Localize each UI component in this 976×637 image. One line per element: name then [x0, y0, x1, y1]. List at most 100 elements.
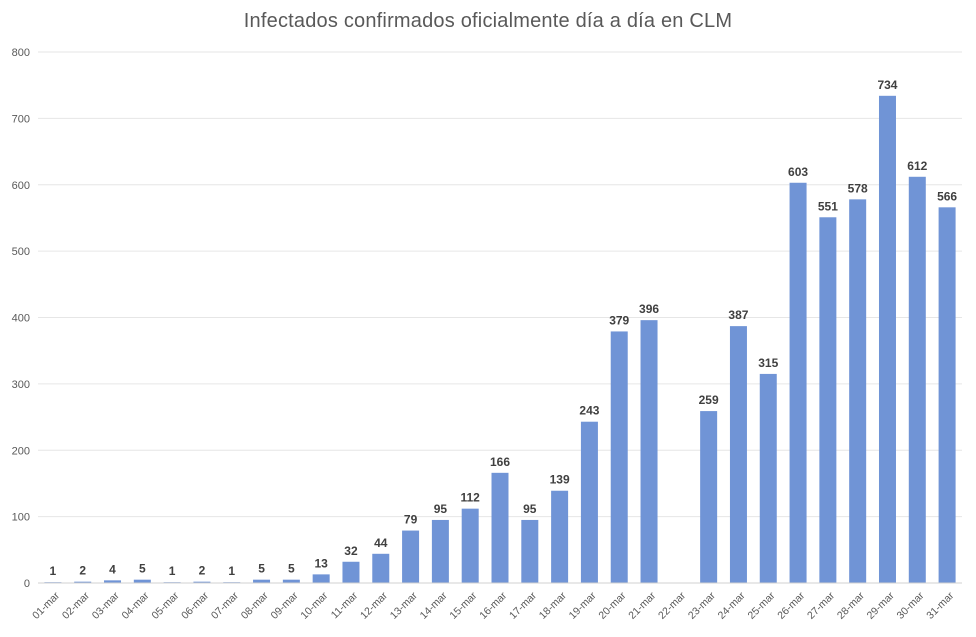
- x-tick-label: 08-mar: [239, 589, 271, 621]
- bar: [431, 519, 449, 583]
- bar: [342, 561, 360, 583]
- bar: [521, 519, 539, 583]
- bar: [402, 530, 420, 583]
- bar: [908, 176, 926, 583]
- y-tick-label: 100: [12, 512, 30, 524]
- bar: [938, 207, 956, 583]
- x-tick-label: 17-mar: [507, 589, 539, 621]
- data-label: 566: [937, 189, 957, 203]
- x-tick-label: 18-mar: [537, 589, 569, 621]
- y-tick-label: 500: [12, 246, 30, 258]
- data-label: 4: [109, 562, 116, 576]
- y-tick-label: 400: [12, 313, 30, 325]
- y-tick-label: 300: [12, 379, 30, 391]
- data-label: 259: [699, 393, 719, 407]
- x-tick-label: 28-mar: [835, 589, 867, 621]
- x-tick-label: 19-mar: [567, 589, 599, 621]
- bar: [461, 508, 479, 583]
- x-tick-label: 01-mar: [30, 589, 62, 621]
- x-tick-label: 20-mar: [596, 589, 628, 621]
- data-label: 139: [550, 473, 570, 487]
- x-tick-label: 30-mar: [894, 589, 926, 621]
- data-label: 1: [228, 564, 235, 578]
- data-label: 578: [848, 181, 868, 195]
- data-label: 315: [758, 356, 778, 370]
- data-label: 1: [169, 564, 176, 578]
- data-label: 166: [490, 455, 510, 469]
- x-tick-label: 27-mar: [805, 589, 837, 621]
- y-tick-label: 0: [24, 578, 30, 590]
- chart-title: Infectados confirmados oficialmente día …: [243, 10, 733, 32]
- data-label: 95: [523, 502, 537, 516]
- data-label: 243: [579, 404, 599, 418]
- data-label: 379: [609, 313, 629, 327]
- bar: [610, 331, 628, 583]
- bar: [312, 574, 330, 583]
- bar: [74, 581, 92, 583]
- bar: [104, 580, 122, 583]
- data-label: 112: [461, 491, 481, 505]
- y-tick-label: 800: [12, 47, 30, 59]
- x-tick-label: 11-mar: [329, 589, 361, 621]
- bar: [580, 421, 598, 583]
- data-label: 79: [404, 513, 418, 527]
- data-label: 612: [907, 159, 927, 173]
- data-label: 2: [199, 564, 206, 578]
- bar: [282, 579, 300, 583]
- bar: [878, 95, 896, 584]
- data-label: 5: [288, 562, 295, 576]
- x-tick-label: 04-mar: [120, 589, 152, 621]
- x-tick-label: 22-mar: [656, 589, 688, 621]
- x-tick-label: 02-mar: [60, 589, 92, 621]
- bar: [133, 579, 151, 583]
- data-label: 734: [877, 78, 897, 92]
- bar: [700, 411, 718, 583]
- bar: [372, 553, 390, 583]
- bar: [729, 326, 747, 583]
- x-tick-label: 24-mar: [716, 589, 748, 621]
- x-tick-label: 10-mar: [298, 589, 330, 621]
- data-label: 44: [374, 536, 388, 550]
- data-label: 551: [818, 199, 838, 213]
- x-tick-label: 16-mar: [477, 589, 509, 621]
- x-tick-label: 14-mar: [418, 589, 450, 621]
- x-tick-label: 06-mar: [179, 589, 211, 621]
- x-tick-label: 05-mar: [149, 589, 181, 621]
- data-label: 13: [314, 556, 328, 570]
- data-label: 396: [639, 302, 659, 316]
- data-label: 95: [434, 502, 448, 516]
- bar: [193, 581, 211, 583]
- data-label-layer: 1 2 4 5 1 2 1 5 5 13 32 44 79 95 112 166 95 139 243 379 396 2…: [50, 78, 958, 578]
- data-label: 603: [788, 165, 808, 179]
- data-label: 32: [344, 544, 358, 558]
- data-label: 5: [139, 562, 146, 576]
- x-tick-label: 13-mar: [388, 589, 420, 621]
- bar: [551, 490, 569, 583]
- y-tick-label: 700: [12, 113, 30, 125]
- bar: [759, 373, 777, 583]
- bar: [253, 579, 271, 583]
- x-tick-label: 15-mar: [447, 589, 479, 621]
- x-tick-label: 26-mar: [775, 589, 807, 621]
- x-tick-label: 29-mar: [865, 589, 897, 621]
- y-tick-label: 600: [12, 180, 30, 192]
- x-tick-label: 23-mar: [686, 589, 718, 621]
- bar: [789, 182, 807, 584]
- bar: [819, 217, 837, 583]
- x-tick-label: 07-mar: [209, 589, 241, 621]
- bar: [640, 320, 658, 583]
- x-tick-label: 12-mar: [358, 589, 390, 621]
- data-label: 2: [79, 564, 86, 578]
- x-tick-label: 09-mar: [269, 589, 301, 621]
- y-tick-label: 200: [12, 445, 30, 457]
- x-tick-label: 31-mar: [924, 589, 956, 621]
- data-label: 1: [50, 564, 57, 578]
- bar: [849, 199, 867, 584]
- bar-layer: [44, 95, 956, 584]
- x-tick-label: 25-mar: [745, 589, 777, 621]
- x-tick-label: 21-mar: [626, 589, 658, 621]
- data-label: 387: [728, 308, 748, 322]
- data-label: 5: [258, 562, 265, 576]
